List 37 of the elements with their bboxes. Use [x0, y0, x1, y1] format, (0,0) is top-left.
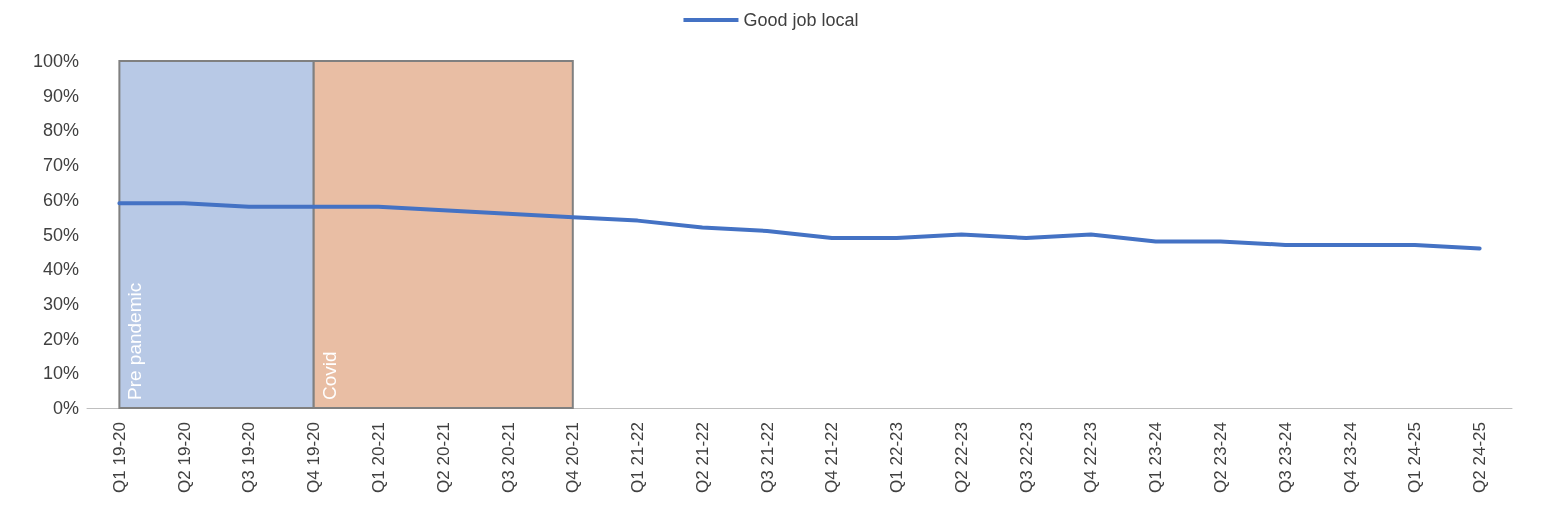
y-tick-label: 90%: [42, 85, 79, 106]
x-tick-label: Q1 20-21: [368, 422, 388, 493]
y-tick-label: 50%: [42, 224, 79, 245]
x-tick-label: Q1 19-20: [109, 422, 129, 493]
x-tick-label: Q2 20-21: [433, 422, 453, 493]
x-tick-label: Q1 24-25: [1405, 422, 1425, 493]
y-tick-label: 100%: [32, 51, 79, 71]
x-tick-label: Q1 22-23: [887, 422, 907, 493]
y-tick-label: 80%: [42, 120, 79, 141]
band-label: Covid: [318, 351, 340, 400]
x-tick-label: Q1 23-24: [1146, 422, 1166, 493]
x-tick-label: Q3 21-22: [757, 422, 777, 493]
x-tick-label: Q4 21-22: [822, 422, 842, 493]
line-series: [117, 201, 1482, 251]
x-tick-label: Q3 22-23: [1016, 422, 1036, 493]
x-tick-label: Q1 21-22: [628, 422, 648, 493]
x-tick-label: Q2 24-25: [1470, 422, 1490, 493]
y-tick-label: 20%: [42, 328, 79, 349]
x-tick-label: Q2 21-22: [692, 422, 712, 493]
x-tick-label: Q4 22-23: [1081, 422, 1101, 493]
x-tick-label: Q4 19-20: [304, 422, 324, 493]
y-tick-label: 60%: [42, 189, 79, 210]
y-tick-label: 0%: [52, 398, 79, 418]
legend-label: Good job local: [743, 10, 859, 30]
x-tick-label: Q3 23-24: [1275, 422, 1295, 493]
x-tick-label: Q2 22-23: [951, 422, 971, 493]
x-tick-label: Q3 19-20: [239, 422, 259, 493]
x-tick-label: Q4 20-21: [563, 422, 583, 493]
y-tick-label: 10%: [42, 363, 79, 384]
y-tick-label: 30%: [42, 293, 79, 314]
band-label: Pre pandemic: [124, 282, 146, 400]
x-tick-label: Q2 19-20: [174, 422, 194, 493]
y-tick-label: 40%: [42, 259, 79, 280]
x-tick-label: Q2 23-24: [1211, 422, 1231, 493]
y-tick-label: 70%: [42, 155, 79, 176]
x-tick-label: Q4 23-24: [1340, 422, 1360, 493]
x-tick-label: Q3 20-21: [498, 422, 518, 493]
